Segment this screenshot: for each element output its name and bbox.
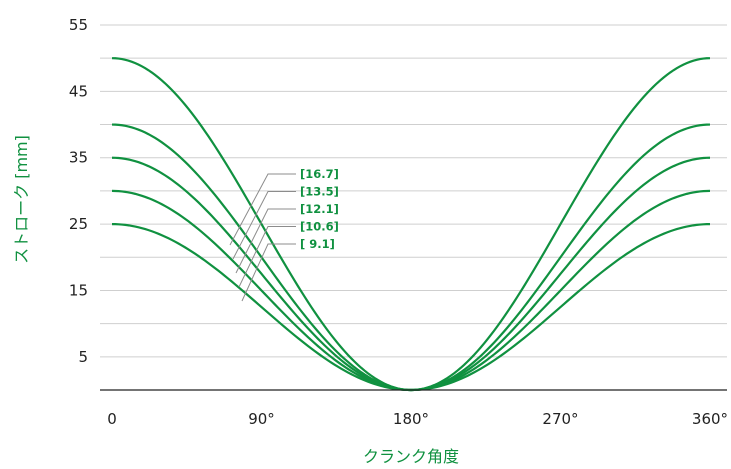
y-tick-labels: 5 15 25 35 45 55 — [69, 16, 88, 366]
annotation-leader — [229, 173, 296, 246]
x-tick-label: 0 — [107, 410, 117, 428]
annotation-label: [ 9.1] — [300, 237, 335, 251]
annotation-leader — [232, 191, 296, 260]
y-axis-label: ストローク [mm] — [12, 135, 31, 264]
annotation-leader — [235, 208, 296, 274]
grid-lines — [100, 24, 727, 358]
x-tick-label: 180° — [393, 410, 429, 428]
annotation-labels: [16.7] [13.5] [12.1] [10.6] [ 9.1] — [300, 167, 339, 251]
annotation-label: [10.6] — [300, 220, 339, 234]
annotation-label: [13.5] — [300, 185, 339, 199]
annotation-leader — [238, 226, 296, 288]
y-tick-label: 45 — [69, 82, 88, 100]
y-tick-label: 5 — [78, 348, 88, 366]
series-line-5 — [111, 222, 711, 392]
x-axis-label: クランク角度 — [363, 447, 459, 466]
x-tick-label: 360° — [692, 410, 728, 428]
annotation-leaders — [229, 173, 296, 302]
annotation-label: [16.7] — [300, 167, 339, 181]
x-tick-label: 90° — [248, 410, 275, 428]
y-tick-label: 15 — [69, 281, 88, 299]
y-tick-label: 55 — [69, 16, 88, 34]
y-tick-label: 35 — [69, 149, 88, 167]
series-line-3 — [111, 156, 711, 392]
x-tick-labels: 0 90° 180° 270° 360° — [107, 410, 728, 428]
annotation-label: [12.1] — [300, 202, 339, 216]
x-tick-label: 270° — [542, 410, 578, 428]
y-tick-label: 25 — [69, 215, 88, 233]
annotation-leader — [241, 243, 296, 302]
